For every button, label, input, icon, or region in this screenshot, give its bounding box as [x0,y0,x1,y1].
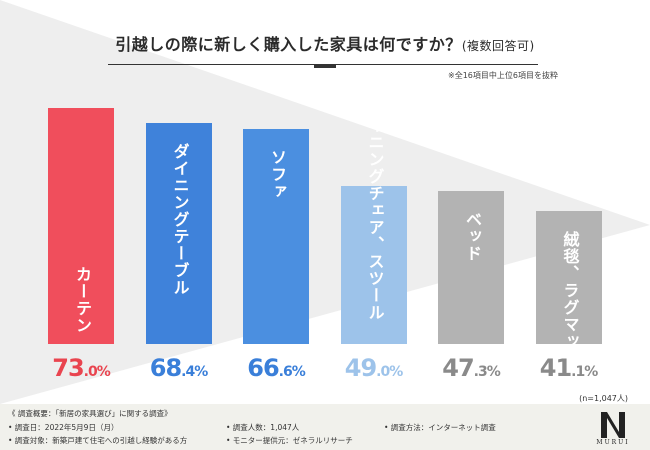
sample-size-note: (n=1,047人) [579,394,628,403]
bar-value-dec: .0% [376,364,403,380]
bar-category-label: カーテン [73,266,92,334]
bar-4 [340,185,407,344]
bar-value-label: 73.0% [46,354,116,382]
bar-value-dec: .1% [571,364,598,380]
bar-value-int: 68 [149,354,182,382]
bar-1 [48,108,114,344]
bar-value-label: 68.4% [144,354,214,382]
survey-method: • 調査方法：インターネット調査 [384,423,496,432]
bar-value-dec: .3% [473,364,501,380]
chart-title-main: 引越しの際に新しく購入した家具は何ですか？ [115,35,462,54]
bar-value-int: 73 [52,354,84,382]
title-underline [108,64,538,65]
chart-title-sub: (複数回答可) [461,39,535,53]
bar-value-dec: .0% [83,364,111,380]
survey-date: • 調査日：2022年5月9日（月） [8,423,119,432]
bar-value-label: 49.0% [339,354,409,382]
title-underline-tab [314,65,336,68]
bar-value-dec: .6% [278,364,306,380]
bar-value-int: 47 [442,354,474,382]
bar-category-label: ベッド [463,211,482,263]
survey-target: • 調査対象：新築戸建て住宅への引越し経験がある方 [8,436,188,445]
bar-category-label: ソファ [268,148,287,200]
bar-category-label: 絨毯、ラグマット [560,231,580,368]
bar-2 [145,122,212,344]
brand-name: MURUI [596,439,630,446]
survey-count: • 調査人数：1,047人 [226,423,300,432]
survey-heading: 《 調査概要：「新居の家具選び」に関する調査》 [8,409,172,418]
bar-category-label: ダイニングテーブル [170,142,190,296]
bar-3 [243,128,309,344]
bar-value-int: 41 [539,354,572,382]
murui-logo-icon [601,412,625,438]
survey-provider: • モニター提供元：ゼネラルリサーチ [226,436,353,445]
bar-value-int: 49 [344,354,377,382]
bar-value-dec: .4% [181,364,208,380]
bar-value-label: 47.3% [436,354,506,382]
chart-title: 引越しの際に新しく購入した家具は何ですか？(複数回答可) [0,31,650,55]
bar-value-label: 41.1% [534,354,604,382]
subset-note: ※全16項目中上位6項目を抜粋 [448,71,558,80]
bar-6 [535,211,602,344]
bar-value-label: 66.6% [241,354,311,382]
bar-category-label: ダイニングチェア、スツール [365,100,385,321]
survey-footer: 《 調査概要：「新居の家具選び」に関する調査》 • 調査日：2022年5月9日（… [0,404,650,450]
bar-value-int: 66 [247,354,279,382]
bar-5 [438,191,504,344]
